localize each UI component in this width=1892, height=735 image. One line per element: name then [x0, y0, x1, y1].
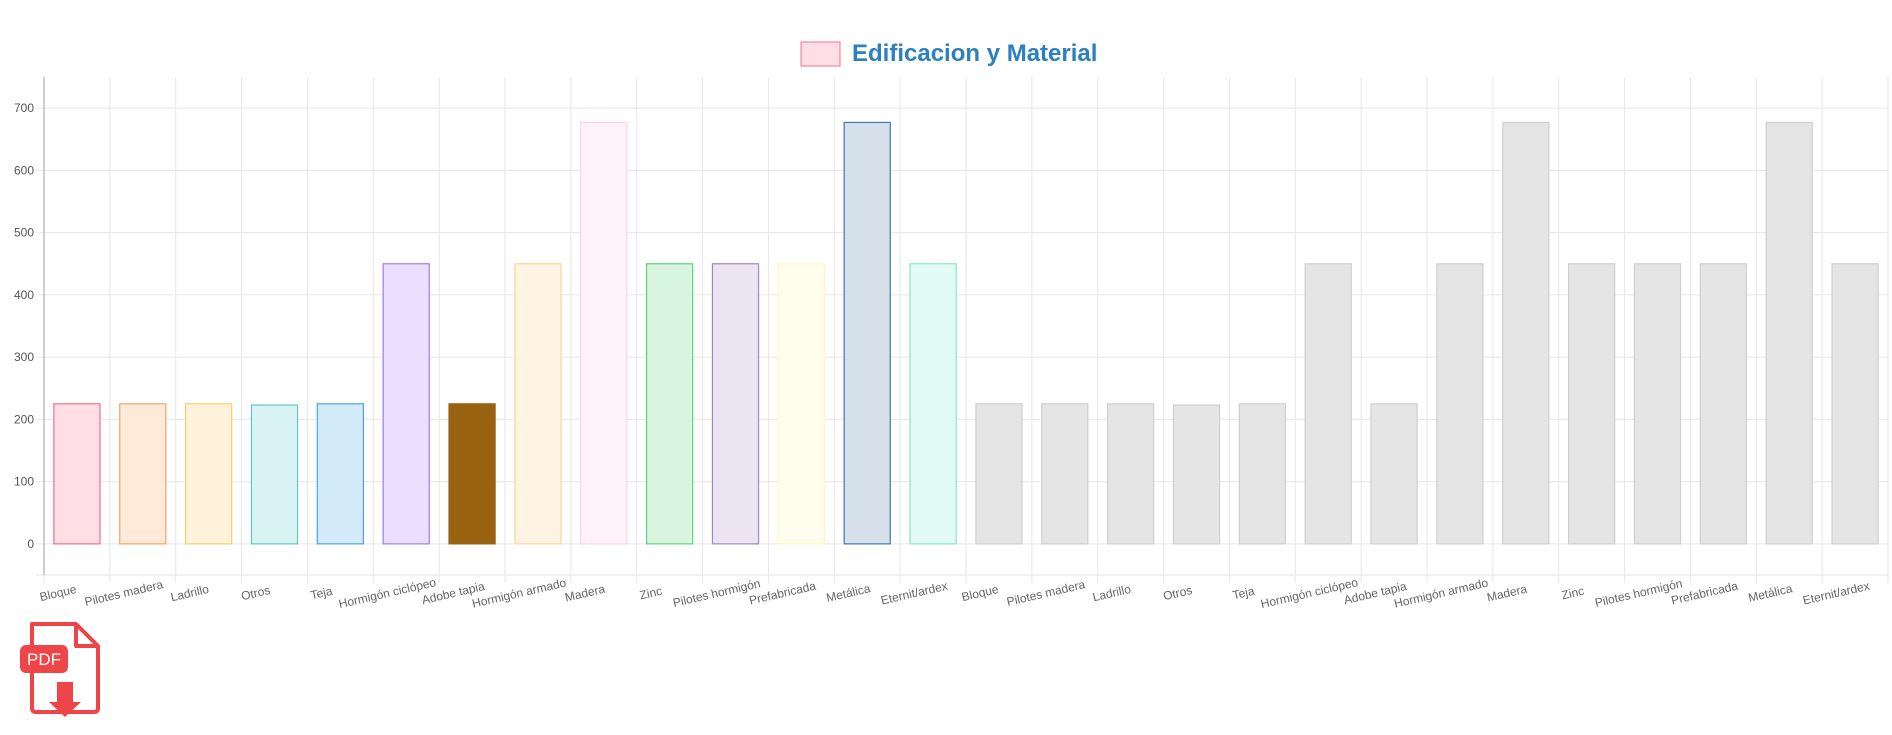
bars[interactable] — [53, 121, 1879, 545]
y-tick-label: 700 — [14, 101, 34, 115]
bar[interactable] — [1699, 263, 1748, 545]
bar[interactable] — [645, 263, 694, 545]
bar[interactable] — [514, 263, 562, 545]
x-tick-label: Eternit/ardex — [879, 579, 948, 608]
bar[interactable] — [53, 403, 101, 545]
bar[interactable] — [975, 403, 1023, 545]
bar[interactable] — [1502, 121, 1550, 545]
bar[interactable] — [909, 263, 957, 545]
bar[interactable] — [1436, 263, 1484, 545]
x-tick-label: Metálica — [1747, 581, 1794, 605]
x-tick-label: Madera — [1485, 582, 1528, 605]
pdf-label: PDF — [27, 650, 61, 669]
pdf-download-icon[interactable]: PDF — [20, 622, 100, 717]
x-tick-label: Madera — [563, 582, 606, 605]
bar[interactable] — [316, 403, 365, 545]
bar[interactable] — [184, 403, 233, 545]
x-tick-label: Zinc — [638, 584, 663, 603]
x-axis-labels: Bloque Pilotes madera Ladrillo Otros Teja Hor… — [38, 575, 1871, 611]
bar[interactable] — [1370, 403, 1418, 545]
x-tick-label: Zinc — [1560, 584, 1585, 603]
x-tick-label: Ladrillo — [1091, 582, 1132, 604]
y-axis-ticks: 0 100 200 300 400 500 600 700 — [14, 101, 34, 551]
bar[interactable] — [1567, 263, 1616, 545]
x-tick-label: Bloque — [960, 582, 1000, 604]
x-tick-label: Hormigón armado — [1393, 575, 1490, 610]
x-tick-label: Pilotes madera — [1005, 577, 1086, 609]
x-tick-label: Ladrillo — [169, 582, 210, 604]
legend-swatch[interactable] — [800, 41, 841, 67]
bar[interactable] — [1238, 403, 1287, 545]
x-tick-label: Otros — [240, 583, 272, 603]
x-tick-label: Bloque — [38, 582, 78, 604]
bar[interactable] — [777, 263, 826, 545]
x-tick-label: Pilotes madera — [83, 577, 164, 609]
bar[interactable] — [1172, 404, 1221, 545]
y-tick-label: 600 — [14, 163, 34, 177]
x-tick-label: Eternit/ardex — [1801, 579, 1870, 608]
bar[interactable] — [382, 263, 430, 545]
y-tick-label: 0 — [27, 537, 34, 551]
bar[interactable] — [1304, 263, 1352, 545]
bar[interactable] — [580, 121, 628, 545]
y-tick-label: 400 — [14, 288, 34, 302]
pdf-export-button[interactable]: PDF — [20, 622, 100, 717]
bar[interactable] — [711, 263, 760, 545]
bar[interactable] — [250, 404, 299, 545]
bar[interactable] — [843, 121, 891, 545]
x-tick-label: Metálica — [825, 581, 872, 605]
legend[interactable]: Edificacion y Material — [800, 40, 1097, 67]
legend-label[interactable]: Edificacion y Material — [852, 40, 1097, 67]
y-tick-label: 200 — [14, 412, 34, 426]
bar[interactable] — [448, 403, 496, 545]
x-tick-label: Teja — [1231, 584, 1256, 603]
y-tick-label: 500 — [14, 226, 34, 240]
bar[interactable] — [1765, 121, 1813, 545]
bar[interactable] — [1041, 403, 1089, 545]
bar[interactable] — [1633, 263, 1682, 545]
bar[interactable] — [1831, 263, 1879, 545]
bar[interactable] — [1106, 403, 1155, 545]
x-tick-label: Teja — [309, 584, 334, 603]
y-tick-label: 100 — [14, 475, 34, 489]
x-tick-label: Otros — [1162, 583, 1194, 603]
y-tick-label: 300 — [14, 350, 34, 364]
bar[interactable] — [119, 403, 167, 545]
x-tick-label: Hormigón armado — [471, 575, 568, 610]
